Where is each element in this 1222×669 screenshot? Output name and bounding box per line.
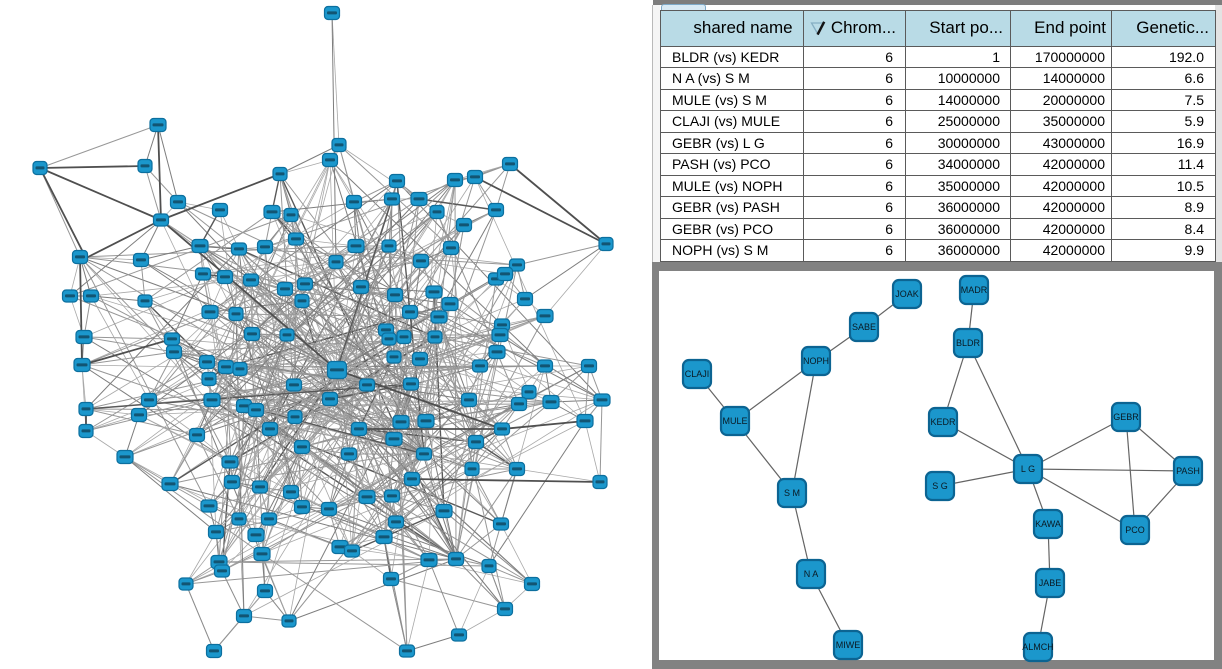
- svg-text:L G: L G: [1021, 464, 1035, 474]
- svg-text:KEDR: KEDR: [930, 417, 956, 427]
- svg-text:GEBR: GEBR: [1113, 412, 1139, 422]
- svg-text:NOPH: NOPH: [803, 356, 829, 366]
- svg-text:SABE: SABE: [852, 322, 876, 332]
- svg-text:MADR: MADR: [961, 285, 988, 295]
- svg-text:CLAJI: CLAJI: [685, 369, 710, 379]
- svg-text:MIWE: MIWE: [836, 640, 861, 650]
- svg-text:ALMCH: ALMCH: [1022, 642, 1054, 652]
- svg-text:MULE: MULE: [722, 416, 747, 426]
- svg-text:S G: S G: [932, 481, 948, 491]
- svg-text:JABE: JABE: [1039, 578, 1062, 588]
- svg-text:PASH: PASH: [1176, 466, 1200, 476]
- svg-text:KAWA: KAWA: [1035, 519, 1061, 529]
- svg-text:PCO: PCO: [1125, 525, 1145, 535]
- svg-text:BLDR: BLDR: [956, 338, 981, 348]
- svg-text:JOAK: JOAK: [895, 289, 919, 299]
- svg-text:N A: N A: [804, 569, 819, 579]
- svg-text:S M: S M: [784, 488, 800, 498]
